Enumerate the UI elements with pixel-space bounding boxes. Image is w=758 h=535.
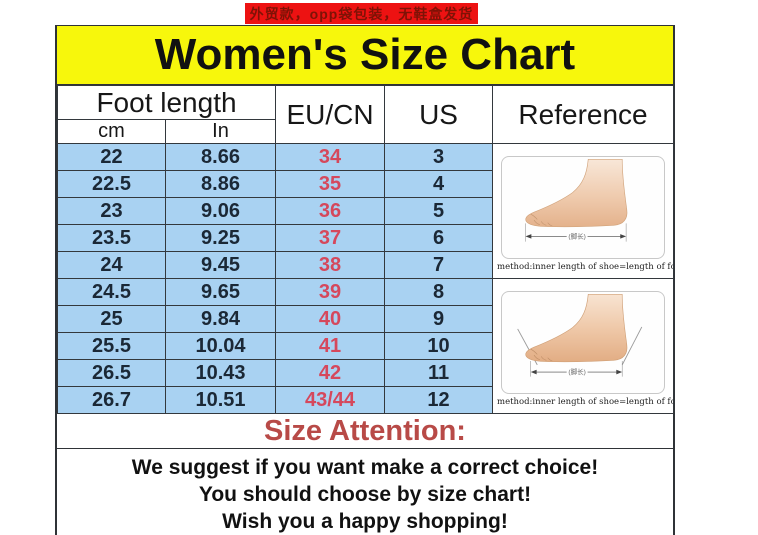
col-header-eu-cn: EU/CN: [275, 85, 386, 144]
col-header-reference: Reference: [492, 85, 675, 144]
table-row: 22 8.66 34 3: [57, 143, 675, 279]
col-header-in: In: [164, 119, 277, 144]
cell-eu: 39: [275, 278, 386, 306]
cell-us: 7: [384, 251, 494, 279]
table-header-row: Foot length EU/CN US Reference: [56, 85, 675, 144]
cell-us: 4: [384, 170, 494, 198]
col-header-cm: cm: [57, 119, 166, 144]
table-row: 25 9.84 40 9: [57, 305, 674, 333]
cell-in: 8.66: [164, 143, 277, 171]
cell-us: 11: [384, 359, 494, 387]
reference-figure-2: (脚长) method:inner length of shoe=length …: [494, 290, 673, 407]
size-attention-band: Size Attention:: [57, 414, 673, 449]
cell-us: 3: [384, 143, 494, 171]
size-attention-title: Size Attention:: [264, 414, 466, 447]
cell-in: 10.43: [164, 359, 277, 387]
cell-eu: 38: [275, 251, 386, 279]
cell-in: 8.86: [164, 170, 277, 198]
reference-caption-2: method:inner length of shoe=length of fo…: [497, 396, 673, 407]
cell-us: 5: [384, 197, 494, 225]
footer-line-3: Wish you a happy shopping!: [222, 510, 508, 533]
foot-measure-image-1: (脚长): [501, 155, 666, 259]
cell-cm: 22.5: [57, 170, 166, 198]
cell-cm: 26.7: [57, 386, 166, 414]
cell-eu: 41: [275, 332, 386, 360]
cell-eu: 40: [275, 305, 386, 333]
foot-side-view-icon: (脚长): [517, 293, 643, 377]
cell-cm: 24: [57, 251, 166, 279]
cell-in: 10.04: [164, 332, 277, 360]
page-title: Women's Size Chart: [154, 30, 576, 79]
cell-us: 10: [384, 332, 494, 360]
cell-in: 9.84: [164, 305, 277, 333]
cell-cm: 24.5: [57, 278, 166, 306]
top-banner-text: 外贸款，opp袋包装，无鞋盒发货: [249, 5, 474, 22]
foot-side-view-icon: (脚长): [525, 158, 628, 242]
reference-cell-1: (脚长) method:inner length of shoe=length …: [492, 143, 675, 279]
reference-figure-1: (脚长) method:inner length of shoe=length …: [494, 155, 674, 272]
cell-cm: 26.5: [57, 359, 166, 387]
col-header-us: US: [384, 85, 494, 144]
cell-cm: 22: [57, 143, 166, 171]
reference-caption-1: method:inner length of shoe=length of fo…: [497, 261, 674, 272]
cell-cm: 23: [57, 197, 166, 225]
cell-in: 9.45: [164, 251, 277, 279]
table-row: 24.5 9.65 39 8: [57, 278, 675, 414]
cell-eu: 43/44: [275, 386, 386, 414]
cell-in: 9.65: [164, 278, 277, 306]
cell-us: 9: [384, 305, 494, 333]
size-table: Foot length EU/CN US Reference cm In 22 …: [56, 85, 675, 414]
cell-cm: 25: [57, 305, 166, 333]
col-header-foot-length: Foot length: [56, 85, 277, 120]
measure-label-2: (脚长): [568, 367, 585, 376]
cell-eu: 37: [275, 224, 386, 252]
cell-in: 10.51: [164, 386, 277, 414]
reference-cell-2: (脚长) method:inner length of shoe=length …: [492, 278, 675, 414]
measure-label-1: (脚长): [568, 231, 585, 240]
footer-note: We suggest if you want make a correct ch…: [57, 449, 673, 535]
cell-cm: 25.5: [57, 332, 166, 360]
footer-line-1: We suggest if you want make a correct ch…: [131, 456, 599, 479]
title-band: Women's Size Chart: [57, 26, 673, 85]
cell-us: 12: [384, 386, 494, 414]
cell-eu: 42: [275, 359, 386, 387]
cell-us: 8: [384, 278, 494, 306]
size-chart-sheet: Women's Size Chart Foot length EU/CN US …: [55, 25, 675, 535]
foot-measure-image-2: (脚长): [501, 290, 666, 394]
table-subheader-row: cm In: [57, 119, 674, 144]
table-row: 22.5 8.86 35 4: [57, 170, 674, 198]
cell-eu: 35: [275, 170, 386, 198]
cell-in: 9.06: [164, 197, 277, 225]
table-row: 26.7 10.51 43/44 12: [57, 386, 674, 414]
table-row: 26.5 10.43 42 11: [57, 359, 674, 387]
cell-in: 9.25: [164, 224, 277, 252]
cell-cm: 23.5: [57, 224, 166, 252]
top-banner: 外贸款，opp袋包装，无鞋盒发货: [245, 3, 478, 24]
cell-us: 6: [384, 224, 494, 252]
cell-eu: 34: [275, 143, 386, 171]
cell-eu: 36: [275, 197, 386, 225]
footer-line-2: You should choose by size chart!: [198, 483, 532, 506]
